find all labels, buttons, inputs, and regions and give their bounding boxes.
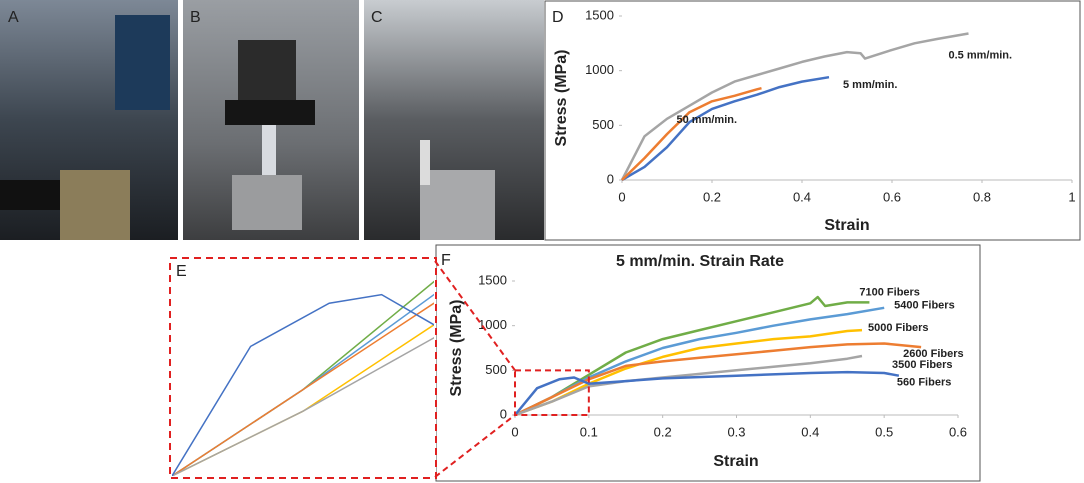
zoom-line xyxy=(172,323,434,476)
series-line xyxy=(514,354,863,417)
x-axis-label: Strain xyxy=(824,217,869,234)
zoom-connector xyxy=(434,260,516,371)
y-tick-label: 1000 xyxy=(478,317,507,332)
y-tick-label: 1500 xyxy=(478,272,507,287)
y-tick-label: 0 xyxy=(500,406,507,421)
zoom-box xyxy=(514,369,590,417)
x-tick-label: 0.5 xyxy=(875,424,893,439)
x-tick-label: 0.4 xyxy=(793,189,811,204)
panel-label: E xyxy=(176,263,187,280)
panel-label: B xyxy=(190,9,201,26)
y-tick-label: 500 xyxy=(485,362,507,377)
photo-a xyxy=(0,0,178,240)
series-line xyxy=(514,295,870,417)
zoom-line xyxy=(172,337,434,476)
y-tick-label: 500 xyxy=(592,117,614,132)
x-tick-label: 0.4 xyxy=(801,424,819,439)
y-tick-label: 1000 xyxy=(585,62,614,77)
zoom-panel xyxy=(172,280,434,476)
x-tick-label: 0 xyxy=(511,424,518,439)
series-line xyxy=(621,75,830,182)
series-line xyxy=(514,328,863,417)
zoom-line xyxy=(172,302,434,476)
panel-label: F xyxy=(441,252,451,269)
series-label: 0.5 mm/min. xyxy=(949,49,1013,61)
photo-b xyxy=(183,0,359,240)
panel-d-frame xyxy=(544,0,1081,241)
panel-label: C xyxy=(371,9,383,26)
y-axis-label: Stress (MPa) xyxy=(553,50,570,147)
x-tick-label: 0.6 xyxy=(949,424,967,439)
series-line xyxy=(514,370,900,416)
series-label: 7100 Fibers xyxy=(859,286,920,298)
series-label: 5 mm/min. xyxy=(843,79,897,91)
x-axis-label: Strain xyxy=(713,453,758,470)
series-line xyxy=(620,32,969,181)
series-label: 3500 Fibers xyxy=(892,359,953,371)
zoom-line xyxy=(172,293,434,476)
series-label: 2600 Fibers xyxy=(903,348,964,360)
panel-e-frame xyxy=(169,257,437,479)
chart-title: 5 mm/min. Strain Rate xyxy=(616,253,784,270)
y-axis-label: Stress (MPa) xyxy=(448,300,465,397)
x-tick-label: 0.2 xyxy=(654,424,672,439)
series-label: 5000 Fibers xyxy=(868,322,929,334)
x-tick-label: 0.1 xyxy=(580,424,598,439)
y-tick-label: 1500 xyxy=(585,7,614,22)
series-label: 5400 Fibers xyxy=(894,300,955,312)
x-tick-label: 1 xyxy=(1068,189,1075,204)
zoom-line xyxy=(172,293,434,476)
photo-c xyxy=(364,0,544,240)
series-label: 560 Fibers xyxy=(897,377,951,389)
panel-f-frame xyxy=(435,244,981,482)
x-tick-label: 0.3 xyxy=(727,424,745,439)
panel-label: D xyxy=(552,9,564,26)
x-tick-label: 0.6 xyxy=(883,189,901,204)
x-tick-label: 0 xyxy=(618,189,625,204)
panel-label: A xyxy=(8,9,19,26)
series-line xyxy=(621,86,762,181)
zoom-connector xyxy=(434,414,516,478)
x-tick-label: 0.8 xyxy=(973,189,991,204)
series-label: 50 mm/min. xyxy=(677,114,738,126)
x-tick-label: 0.2 xyxy=(703,189,721,204)
y-tick-label: 0 xyxy=(607,171,614,186)
